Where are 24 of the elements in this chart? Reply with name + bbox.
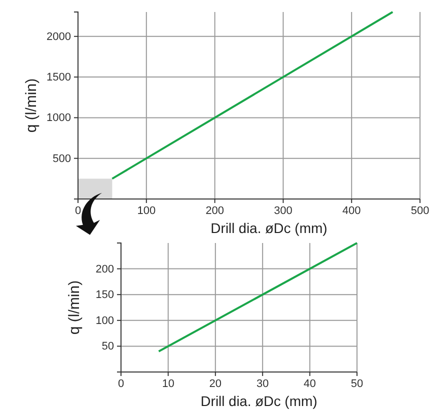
x-tick-label: 30 bbox=[256, 378, 269, 390]
x-tick-label: 10 bbox=[162, 378, 174, 390]
y-axis-title: q (l/min) bbox=[23, 78, 40, 133]
x-axis-title: Drill dia. øDc (mm) bbox=[210, 220, 328, 236]
x-tick-label: 500 bbox=[410, 204, 430, 217]
x-tick-label: 50 bbox=[350, 378, 364, 390]
y-tick-label: 2000 bbox=[46, 30, 71, 43]
y-tick-label: 200 bbox=[96, 263, 114, 276]
y-tick-label: 100 bbox=[96, 314, 114, 327]
x-axis-title: Drill dia. øDc (mm) bbox=[200, 393, 318, 409]
x-tick-label: 0 bbox=[74, 204, 82, 217]
y-tick-label: 1000 bbox=[46, 112, 71, 124]
x-tick-label: 0 bbox=[118, 378, 124, 390]
y-axis-title: q (l/min) bbox=[66, 280, 83, 335]
x-tick-label: 40 bbox=[304, 378, 316, 390]
y-tick-label: 1500 bbox=[46, 72, 71, 84]
x-tick-label: 200 bbox=[206, 204, 224, 217]
x-tick-label: 400 bbox=[342, 204, 361, 217]
y-tick-label: 500 bbox=[52, 152, 71, 165]
y-tick-label: 150 bbox=[96, 289, 114, 302]
x-tick-label: 300 bbox=[274, 204, 292, 217]
x-tick-label: 20 bbox=[209, 378, 222, 390]
x-tick-label: 100 bbox=[137, 204, 156, 217]
y-tick-label: 50 bbox=[102, 340, 114, 353]
